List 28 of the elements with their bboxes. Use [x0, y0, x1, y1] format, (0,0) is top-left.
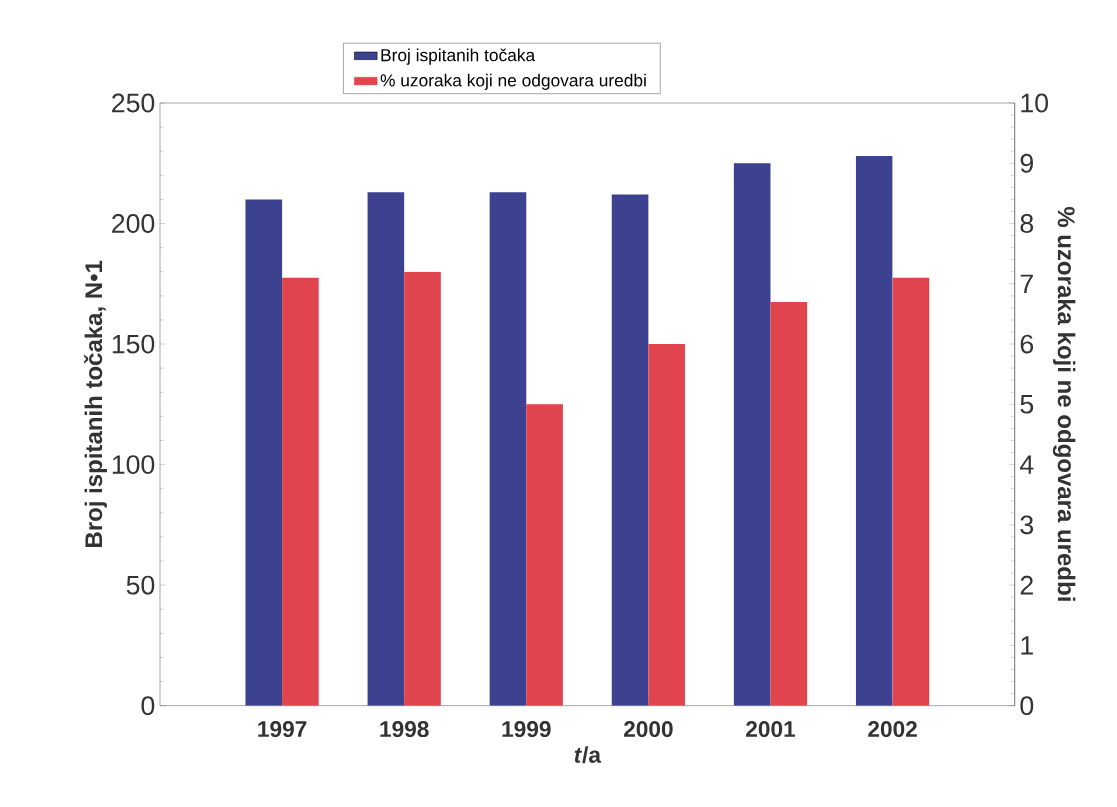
y2-tick-label: 8: [1020, 214, 1034, 233]
y2-tick-label: 6: [1020, 334, 1034, 354]
y-tick-label: 50: [126, 575, 155, 595]
y-tick-label: 200: [112, 214, 155, 233]
x-tick-label: 1997: [258, 721, 307, 738]
y2-tick-label: 0: [1020, 696, 1034, 716]
x-tick-label: 1999: [502, 721, 551, 738]
y-axis-title: Broj ispitanih točaka, N•1: [84, 260, 107, 547]
legend-label: Broj ispitanih točaka: [381, 48, 536, 65]
x-tick-label: 2001: [746, 721, 796, 738]
y-tick-label: 250: [112, 93, 155, 113]
x-tick-label: 2000: [623, 721, 673, 738]
y-tick-label: 150: [112, 334, 155, 354]
y2-tick-label: 4: [1019, 455, 1034, 474]
y2-tick-label: 1: [1021, 636, 1033, 655]
y2-axis-title: % uzoraka koji ne odgovara uredbi: [1052, 206, 1076, 601]
x-axis-title: t/a: [574, 746, 602, 764]
y2-tick-label: 2: [1020, 575, 1033, 595]
y-tick-label: 0: [141, 696, 155, 716]
x-tick-label: 2002: [868, 721, 917, 738]
legend-label: % uzoraka koji ne odgovara uredbi: [380, 73, 646, 90]
y2-tick-label: 3: [1020, 515, 1034, 535]
y-tick-label: 100: [112, 455, 155, 475]
x-tick-label: 1998: [380, 721, 429, 738]
y2-tick-label: 9: [1020, 153, 1033, 173]
y2-tick-label: 7: [1020, 274, 1033, 293]
y2-tick-label: 5: [1020, 395, 1034, 414]
y2-tick-label: 10: [1021, 93, 1048, 113]
